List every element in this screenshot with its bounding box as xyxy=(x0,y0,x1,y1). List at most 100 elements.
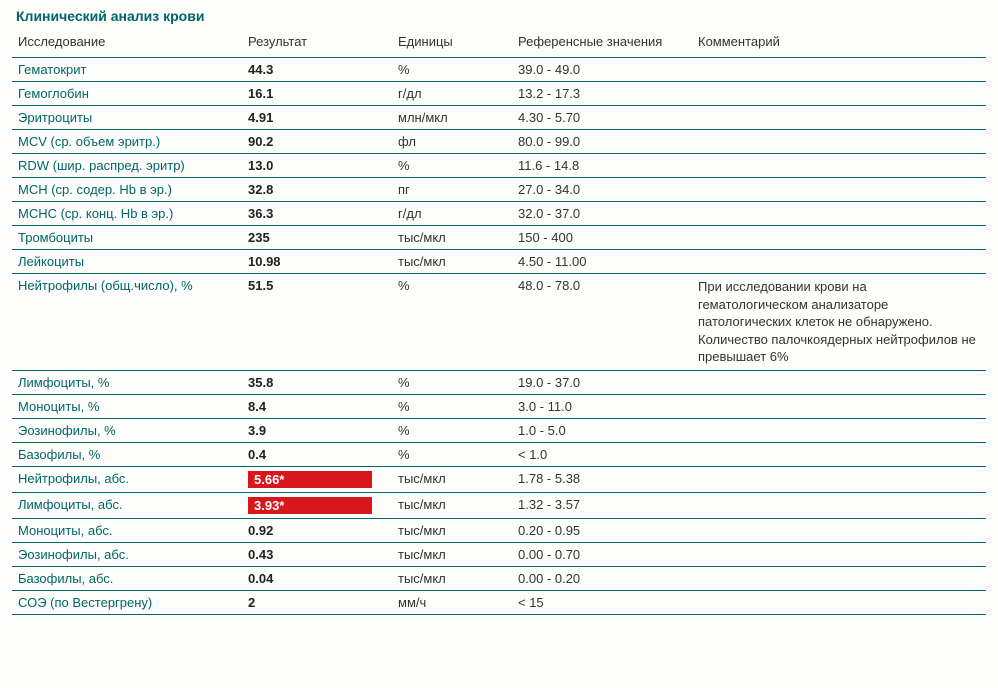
col-header-units: Единицы xyxy=(392,28,512,58)
cell-result: 2 xyxy=(242,590,392,614)
cell-units: % xyxy=(392,274,512,371)
cell-result: 0.04 xyxy=(242,566,392,590)
table-row: Гемоглобин16.1г/дл13.2 - 17.3 xyxy=(12,82,986,106)
cell-reference: 27.0 - 34.0 xyxy=(512,178,692,202)
table-row: MCHC (ср. конц. Hb в эр.)36.3г/дл32.0 - … xyxy=(12,202,986,226)
cell-result: 13.0 xyxy=(242,154,392,178)
col-header-comment: Комментарий xyxy=(692,28,986,58)
cell-test-name: MCV (ср. объем эритр.) xyxy=(12,130,242,154)
cell-comment xyxy=(692,492,986,518)
cell-test-name: Лейкоциты xyxy=(12,250,242,274)
cell-units: тыс/мкл xyxy=(392,250,512,274)
cell-reference: 1.32 - 3.57 xyxy=(512,492,692,518)
cell-comment xyxy=(692,518,986,542)
cell-result: 3.9 xyxy=(242,418,392,442)
cell-comment xyxy=(692,566,986,590)
cell-comment xyxy=(692,178,986,202)
cell-reference: 19.0 - 37.0 xyxy=(512,370,692,394)
cell-units: тыс/мкл xyxy=(392,466,512,492)
result-flag: 5.66* xyxy=(248,471,372,488)
cell-units: тыс/мкл xyxy=(392,226,512,250)
cell-test-name: MCHC (ср. конц. Hb в эр.) xyxy=(12,202,242,226)
table-row: MCH (ср. содер. Hb в эр.)32.8пг27.0 - 34… xyxy=(12,178,986,202)
cell-comment xyxy=(692,370,986,394)
cell-test-name: Гематокрит xyxy=(12,58,242,82)
blood-test-table: Исследование Результат Единицы Референсн… xyxy=(12,28,986,615)
cell-reference: 1.0 - 5.0 xyxy=(512,418,692,442)
cell-units: млн/мкл xyxy=(392,106,512,130)
cell-units: тыс/мкл xyxy=(392,566,512,590)
cell-test-name: Нейтрофилы (общ.число), % xyxy=(12,274,242,371)
table-row: Лимфоциты, абс. 3.93* тыс/мкл1.32 - 3.57 xyxy=(12,492,986,518)
cell-reference: 1.78 - 5.38 xyxy=(512,466,692,492)
cell-units: % xyxy=(392,394,512,418)
cell-units: % xyxy=(392,442,512,466)
table-row: Лимфоциты, %35.8%19.0 - 37.0 xyxy=(12,370,986,394)
cell-units: г/дл xyxy=(392,82,512,106)
cell-result: 0.43 xyxy=(242,542,392,566)
cell-test-name: MCH (ср. содер. Hb в эр.) xyxy=(12,178,242,202)
cell-reference: 80.0 - 99.0 xyxy=(512,130,692,154)
table-row: Нейтрофилы, абс. 5.66* тыс/мкл1.78 - 5.38 xyxy=(12,466,986,492)
cell-units: тыс/мкл xyxy=(392,492,512,518)
cell-units: % xyxy=(392,58,512,82)
cell-reference: 39.0 - 49.0 xyxy=(512,58,692,82)
col-header-ref: Референсные значения xyxy=(512,28,692,58)
cell-comment xyxy=(692,154,986,178)
cell-test-name: СОЭ (по Вестергрену) xyxy=(12,590,242,614)
table-header-row: Исследование Результат Единицы Референсн… xyxy=(12,28,986,58)
cell-result: 3.93* xyxy=(242,492,392,518)
cell-result: 8.4 xyxy=(242,394,392,418)
cell-comment xyxy=(692,590,986,614)
cell-comment: При исследовании крови на гематологическ… xyxy=(692,274,986,371)
table-row: MCV (ср. объем эритр.)90.2фл80.0 - 99.0 xyxy=(12,130,986,154)
cell-units: г/дл xyxy=(392,202,512,226)
cell-result: 235 xyxy=(242,226,392,250)
cell-comment xyxy=(692,542,986,566)
cell-comment xyxy=(692,466,986,492)
cell-units: % xyxy=(392,154,512,178)
result-flag: 3.93* xyxy=(248,497,372,514)
cell-result: 0.92 xyxy=(242,518,392,542)
cell-test-name: Моноциты, абс. xyxy=(12,518,242,542)
table-row: Лейкоциты10.98тыс/мкл4.50 - 11.00 xyxy=(12,250,986,274)
table-row: Гематокрит44.3%39.0 - 49.0 xyxy=(12,58,986,82)
cell-reference: 48.0 - 78.0 xyxy=(512,274,692,371)
cell-test-name: Лимфоциты, абс. xyxy=(12,492,242,518)
cell-test-name: Тромбоциты xyxy=(12,226,242,250)
cell-result: 4.91 xyxy=(242,106,392,130)
cell-test-name: Лимфоциты, % xyxy=(12,370,242,394)
cell-test-name: Нейтрофилы, абс. xyxy=(12,466,242,492)
cell-result: 5.66* xyxy=(242,466,392,492)
table-row: Базофилы, абс.0.04тыс/мкл0.00 - 0.20 xyxy=(12,566,986,590)
cell-reference: 3.0 - 11.0 xyxy=(512,394,692,418)
cell-comment xyxy=(692,82,986,106)
cell-units: фл xyxy=(392,130,512,154)
cell-comment xyxy=(692,106,986,130)
table-row: Эритроциты4.91млн/мкл4.30 - 5.70 xyxy=(12,106,986,130)
cell-reference: 13.2 - 17.3 xyxy=(512,82,692,106)
cell-reference: 11.6 - 14.8 xyxy=(512,154,692,178)
cell-test-name: Эозинофилы, % xyxy=(12,418,242,442)
cell-reference: < 1.0 xyxy=(512,442,692,466)
table-row: Тромбоциты235тыс/мкл150 - 400 xyxy=(12,226,986,250)
cell-comment xyxy=(692,58,986,82)
cell-units: мм/ч xyxy=(392,590,512,614)
cell-units: пг xyxy=(392,178,512,202)
cell-reference: 4.30 - 5.70 xyxy=(512,106,692,130)
cell-reference: 0.00 - 0.70 xyxy=(512,542,692,566)
cell-result: 90.2 xyxy=(242,130,392,154)
cell-reference: 0.20 - 0.95 xyxy=(512,518,692,542)
cell-units: тыс/мкл xyxy=(392,518,512,542)
cell-result: 32.8 xyxy=(242,178,392,202)
cell-comment xyxy=(692,226,986,250)
cell-result: 36.3 xyxy=(242,202,392,226)
cell-test-name: Гемоглобин xyxy=(12,82,242,106)
cell-comment xyxy=(692,394,986,418)
cell-comment xyxy=(692,250,986,274)
cell-test-name: Моноциты, % xyxy=(12,394,242,418)
cell-result: 35.8 xyxy=(242,370,392,394)
cell-test-name: Базофилы, % xyxy=(12,442,242,466)
cell-comment xyxy=(692,418,986,442)
cell-test-name: Эритроциты xyxy=(12,106,242,130)
